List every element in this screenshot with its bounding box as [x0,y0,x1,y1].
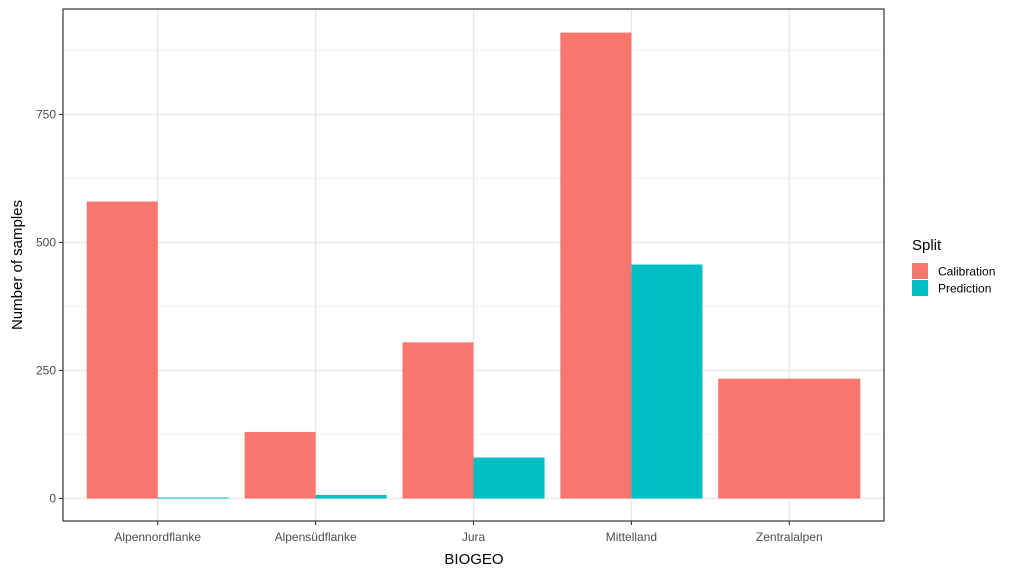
x-axis: Alpennordflanke Alpensüdflanke Jura Mittell… [114,521,823,544]
bar-prediction-1 [157,497,229,499]
bar-calibration-3 [402,342,474,499]
bar-prediction-3 [473,457,545,499]
legend-label-prediction: Prediction [938,282,991,296]
y-axis-title: Number of samples [9,200,26,330]
bar-calibration-2 [244,431,316,499]
bar-calibration-4 [560,32,632,499]
legend-title: Split [912,237,942,254]
legend-swatch-calibration [912,263,928,279]
legend-swatch-prediction [912,280,928,296]
y-tick-label: 250 [36,364,56,378]
legend-item-prediction[interactable]: Prediction [912,280,991,296]
x-tick-label: Alpennordflanke [114,530,201,544]
x-axis-title: BIOGEO [444,551,503,568]
legend-item-calibration[interactable]: Calibration [912,263,995,279]
bar-prediction-4 [631,264,703,499]
legend[interactable]: Split Calibration Prediction [912,237,995,296]
bar-calibration-1 [86,201,158,499]
bar-prediction-2 [315,494,387,499]
bar-calibration-5 [718,378,861,499]
x-tick-label: Jura [462,530,486,544]
y-tick-label: 750 [36,108,56,122]
legend-label-calibration: Calibration [938,265,995,279]
bars [86,32,861,499]
x-tick-label: Alpensüdflanke [275,530,357,544]
y-tick-label: 0 [49,492,56,506]
y-tick-label: 500 [36,236,56,250]
x-tick-label: Mittelland [606,530,657,544]
x-tick-label: Zentralalpen [756,530,823,544]
y-axis: 0 250 500 750 [36,108,63,506]
